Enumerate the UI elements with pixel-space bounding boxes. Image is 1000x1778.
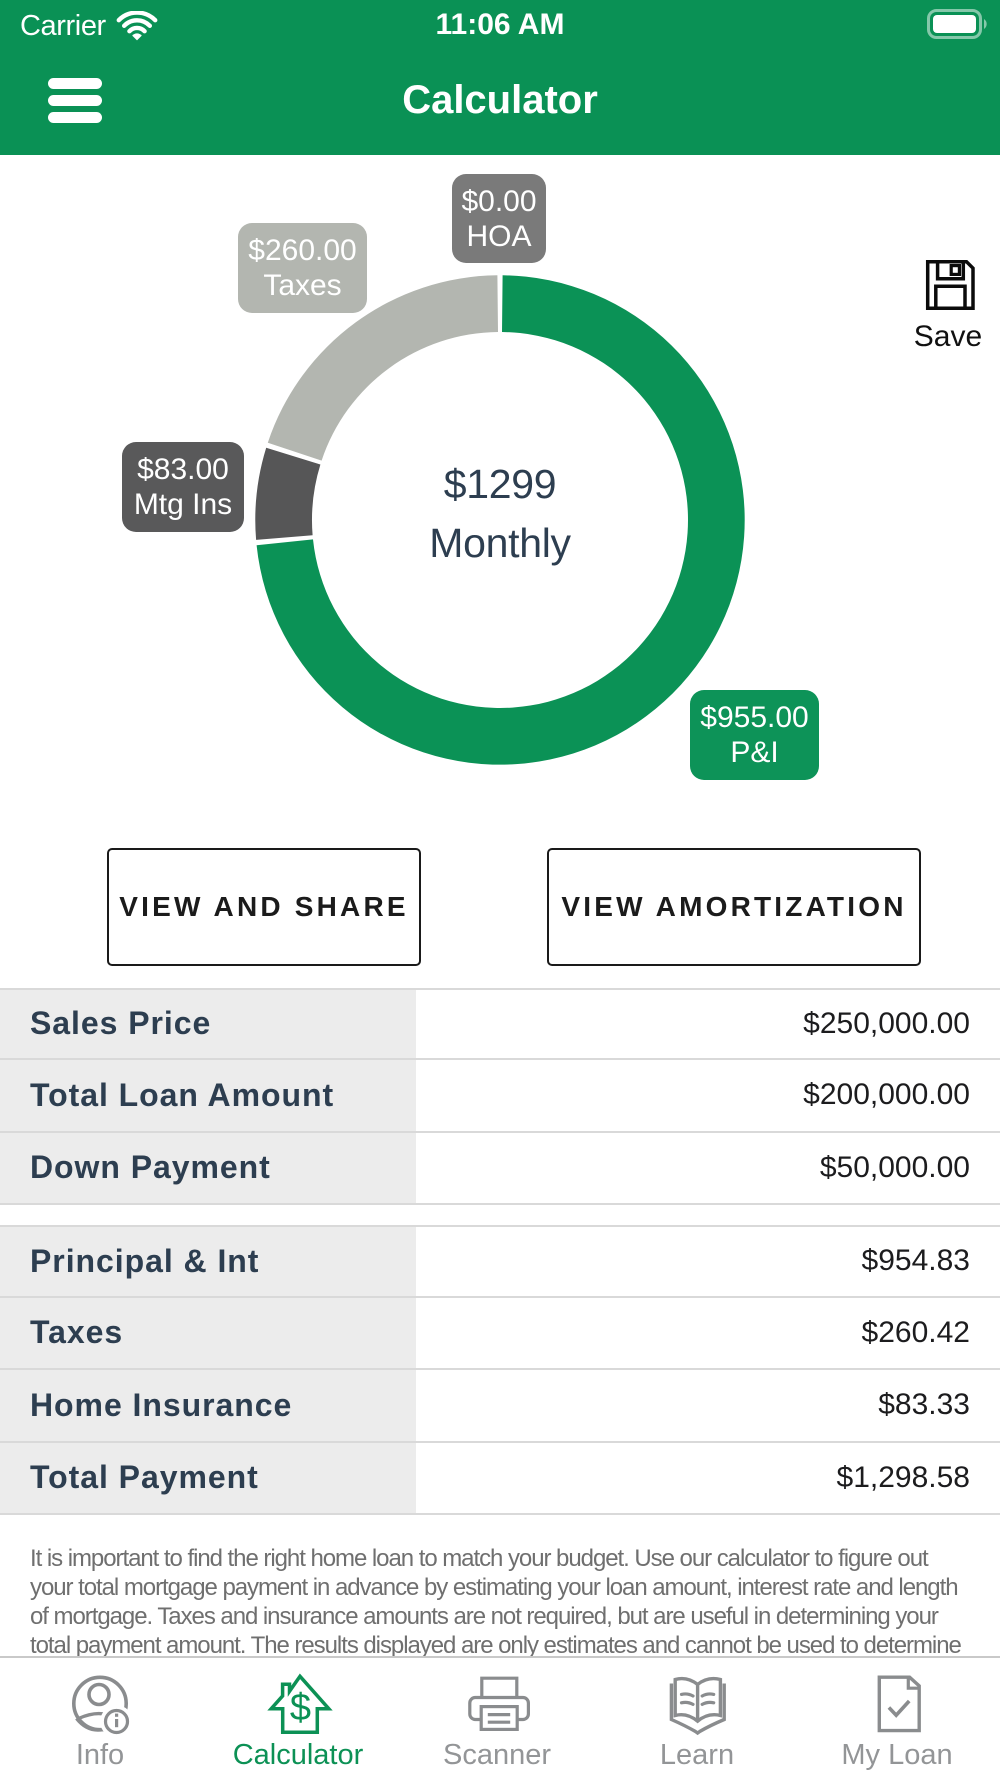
svg-text:My Loan: My Loan: [841, 1739, 952, 1771]
svg-text:Scanner: Scanner: [443, 1739, 551, 1771]
svg-text:Calculator: Calculator: [233, 1739, 364, 1771]
svg-text:Learn: Learn: [660, 1739, 734, 1771]
svg-text:$: $: [290, 1687, 311, 1729]
svg-text:Info: Info: [76, 1739, 124, 1771]
